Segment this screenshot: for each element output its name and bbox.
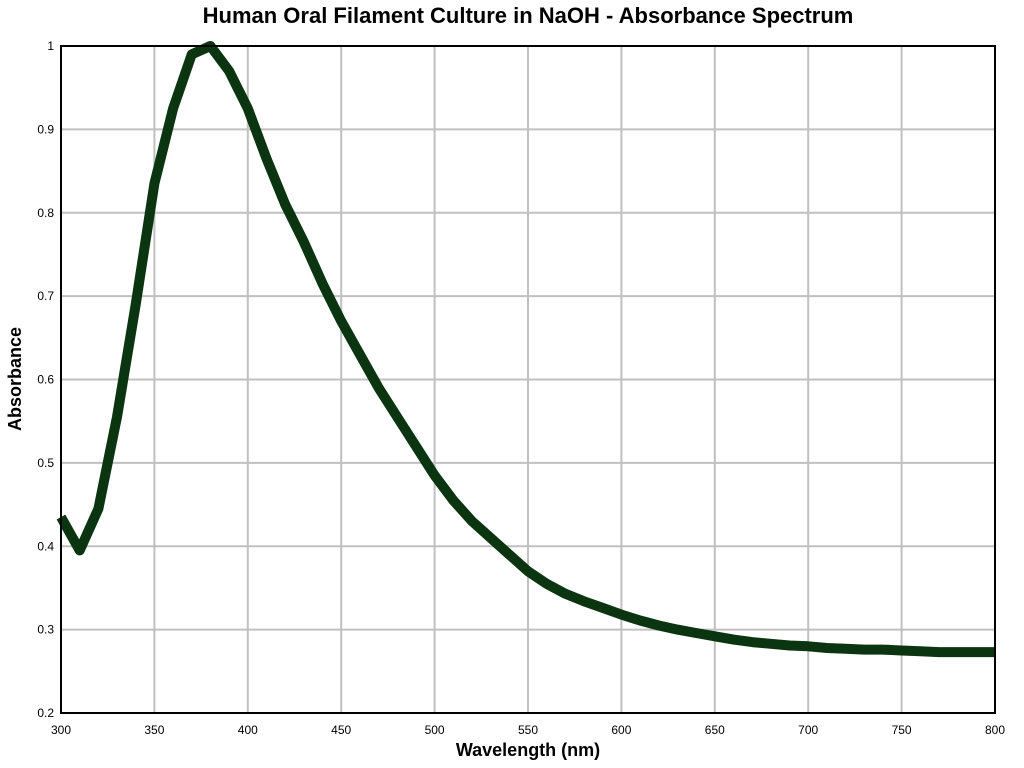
x-axis-label: Wavelength (nm)	[456, 740, 600, 760]
y-tick-label: 0.6	[37, 373, 54, 387]
y-tick-label: 0.7	[37, 289, 54, 303]
y-tick-label: 0.9	[37, 122, 54, 136]
x-tick-label: 800	[985, 723, 1005, 737]
x-tick-label: 650	[705, 723, 725, 737]
y-tick-label: 0.8	[37, 206, 54, 220]
x-tick-label: 350	[144, 723, 164, 737]
y-tick-label: 0.4	[37, 539, 54, 553]
x-tick-label: 500	[425, 723, 445, 737]
x-tick-label: 550	[518, 723, 538, 737]
tick-layer: 300 350 400 450 500 550 600 650 700 750 800 0.2 0.3 0…	[37, 39, 1005, 737]
y-tick-label: 0.3	[37, 623, 54, 637]
x-tick-label: 750	[892, 723, 912, 737]
plot-frame	[60, 45, 996, 714]
series-line-0	[56, 41, 995, 658]
x-tick-label: 600	[611, 723, 631, 737]
x-tick-label: 700	[798, 723, 818, 737]
grid-layer	[61, 46, 995, 713]
y-tick-label: 0.2	[37, 706, 54, 720]
x-tick-label: 450	[331, 723, 351, 737]
y-tick-label: 0.5	[37, 456, 54, 470]
series-layer	[56, 41, 995, 658]
chart-title: Human Oral Filament Culture in NaOH - Ab…	[203, 3, 854, 28]
y-axis-label: Absorbance	[5, 327, 25, 431]
x-tick-label: 300	[51, 723, 71, 737]
y-tick-label: 1	[47, 39, 54, 53]
x-tick-label: 400	[238, 723, 258, 737]
